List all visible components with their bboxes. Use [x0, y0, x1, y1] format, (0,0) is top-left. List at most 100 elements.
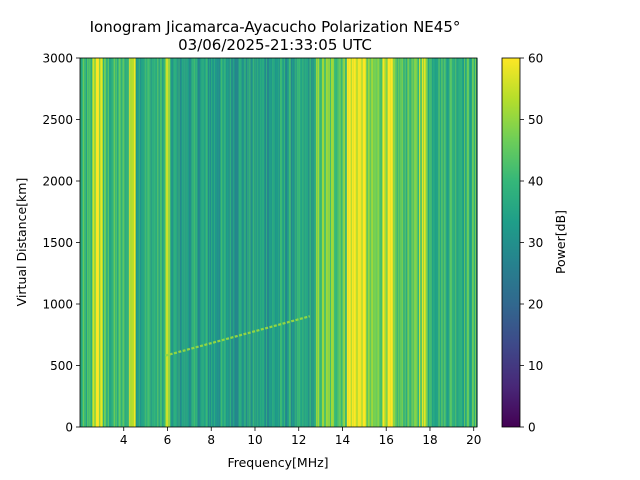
heatmap-band: [80, 58, 93, 427]
heatmap-cell: [130, 58, 132, 427]
heatmap-cell: [190, 58, 192, 427]
heatmap-cell: [361, 58, 364, 427]
heatmap-cell: [327, 58, 329, 427]
heatmap-cell: [103, 58, 106, 427]
heatmap-cell: [310, 58, 313, 427]
heatmap-cell: [440, 58, 443, 427]
heatmap-cell: [374, 58, 376, 427]
heatmap-cell: [160, 58, 162, 427]
heatmap-cell: [171, 58, 174, 427]
heatmap-cell: [220, 58, 223, 427]
heatmap-cell: [214, 58, 217, 427]
heatmap-cell: [288, 58, 291, 427]
heatmap-cell: [431, 58, 434, 427]
heatmap-cell: [345, 58, 348, 427]
x-tick-label: 18: [422, 433, 437, 447]
heatmap-cell: [462, 58, 464, 427]
heatmap-cell: [150, 58, 153, 427]
heatmap-cell: [437, 58, 440, 427]
heatmap-cell: [380, 58, 382, 427]
heatmap-cell: [450, 58, 452, 427]
heatmap-cell: [126, 58, 129, 427]
heatmap-cell: [460, 58, 462, 427]
heatmap-cell: [392, 58, 395, 427]
heatmap-cell: [404, 58, 407, 427]
heatmap-cell: [282, 58, 285, 427]
heatmap-cell: [458, 58, 460, 427]
heatmap-cell: [409, 58, 412, 427]
heatmap-cell: [415, 58, 418, 427]
heatmap-cell: [386, 58, 389, 427]
heatmap-cell: [120, 58, 123, 427]
heatmap-cell: [226, 58, 229, 427]
heatmap-cell: [170, 58, 173, 427]
heatmap-cell: [114, 58, 117, 427]
heatmap-cell: [215, 58, 218, 427]
heatmap-cell: [393, 58, 396, 427]
heatmap-cell: [225, 58, 228, 427]
heatmap-cell: [146, 58, 149, 427]
heatmap-cell: [455, 58, 457, 427]
colorbar-tick-label: 0: [528, 421, 536, 435]
heatmap-cell: [446, 58, 449, 427]
heatmap-cell: [233, 58, 236, 427]
heatmap-cell: [286, 58, 289, 427]
heatmap-band: [129, 58, 137, 427]
heatmap-cell: [125, 58, 128, 427]
heatmap-cell: [196, 58, 198, 427]
heatmap-cell: [466, 58, 468, 427]
heatmap-cell: [178, 58, 181, 427]
heatmap-cell: [89, 58, 92, 427]
heatmap-cell: [360, 58, 363, 427]
heatmap-cell: [267, 58, 269, 427]
heatmap-cell: [432, 58, 435, 427]
heatmap-cell: [133, 58, 135, 427]
heatmap-cell: [123, 58, 126, 427]
heatmap-cell: [438, 58, 441, 427]
heatmap-cell: [221, 58, 224, 427]
heatmap-cell: [86, 58, 89, 427]
heatmap-cell: [448, 58, 451, 427]
heatmap-band: [165, 58, 171, 427]
heatmap-cell: [338, 58, 341, 427]
heatmap-cell: [443, 58, 446, 427]
heatmap-cell: [470, 58, 472, 427]
heatmap-cell: [102, 58, 105, 427]
heatmap-cell: [274, 58, 276, 427]
heatmap-cell: [275, 58, 278, 427]
heatmap-cell: [354, 58, 357, 427]
heatmap-cell: [473, 58, 475, 427]
heatmap-cell: [378, 58, 380, 427]
heatmap-cell: [104, 58, 107, 427]
heatmap-cell: [287, 58, 290, 427]
heatmap-cell: [307, 58, 310, 427]
heatmap-cell: [84, 58, 87, 427]
heatmap-cell: [348, 58, 351, 427]
x-tick-label: 6: [164, 433, 172, 447]
heatmap-cell: [323, 58, 325, 427]
heatmap-cell: [257, 58, 259, 427]
heatmap-cell: [236, 58, 239, 427]
heatmap-cell: [279, 58, 282, 427]
heatmap-cell: [250, 58, 252, 427]
x-tick-label: 8: [207, 433, 215, 447]
heatmap-cell: [295, 58, 298, 427]
heatmap-cell: [379, 58, 381, 427]
heatmap-cell: [474, 58, 476, 427]
colorbar-tick-label: 10: [528, 359, 543, 373]
heatmap-cell: [108, 58, 111, 427]
heatmap-cell: [406, 58, 409, 427]
heatmap-cell: [173, 58, 176, 427]
y-tick-label: 3000: [42, 52, 73, 66]
heatmap-cell: [399, 58, 402, 427]
heatmap-band: [381, 58, 394, 427]
y-tick-label: 0: [65, 421, 73, 435]
heatmap-cell: [229, 58, 232, 427]
heatmap-cell: [266, 58, 268, 427]
heatmap-cell: [389, 58, 392, 427]
heatmap-cell: [199, 58, 201, 427]
heatmap-cell: [394, 58, 397, 427]
heatmap-cell: [227, 58, 230, 427]
heatmap-cell: [351, 58, 354, 427]
heatmap-cell: [383, 58, 386, 427]
